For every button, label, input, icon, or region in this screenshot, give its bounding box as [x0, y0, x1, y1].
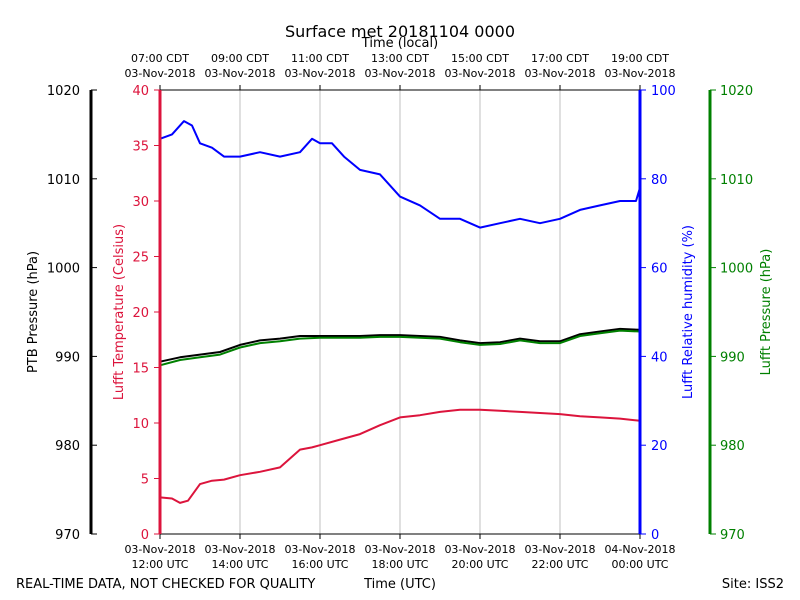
rh-tick-label: 80 [651, 173, 668, 188]
rh-tick-label: 0 [651, 528, 659, 543]
lp-tick-label: 990 [720, 350, 745, 365]
x-tick-label-top-date: 03-Nov-2018 [364, 67, 435, 80]
ptb-tick-label: 1010 [47, 173, 80, 188]
top-axis-label: Time (local) [361, 36, 438, 51]
series-lufft-pressure [159, 329, 641, 367]
gridlines [239, 90, 561, 534]
temp-tick-label: 5 [141, 473, 149, 488]
x-tick-label-top-date: 03-Nov-2018 [124, 67, 195, 80]
x-tick-label-top-time: 15:00 CDT [451, 52, 509, 65]
lp-tick-label: 970 [720, 528, 745, 543]
x-tick-label-bottom-time: 14:00 UTC [211, 558, 268, 571]
x-tick-label-bottom-date: 04-Nov-2018 [604, 543, 675, 556]
chart-title: Surface met 20181104 0000 [285, 22, 515, 41]
series-lufft-relative-humidity [159, 120, 641, 229]
rh-axis-title: Lufft Relative humidity (%) [681, 225, 696, 399]
x-tick-label-bottom-date: 03-Nov-2018 [204, 543, 275, 556]
series-lufft-temperature [159, 408, 641, 504]
temp-tick-label: 40 [132, 84, 149, 99]
x-tick-label-bottom-date: 03-Nov-2018 [524, 543, 595, 556]
x-tick-label-bottom-date: 03-Nov-2018 [444, 543, 515, 556]
x-tick-label-top-time: 09:00 CDT [211, 52, 269, 65]
lp-axis-title: Lufft Pressure (hPa) [759, 249, 774, 376]
x-tick-label-bottom-time: 18:00 UTC [371, 558, 428, 571]
x-tick-label-top-time: 13:00 CDT [371, 52, 429, 65]
lp-tick-label: 1010 [720, 173, 753, 188]
x-tick-label-bottom-date: 03-Nov-2018 [284, 543, 355, 556]
temp-tick-label: 20 [132, 306, 149, 321]
series-ptb-pressure [159, 327, 641, 363]
x-tick-label-bottom-time: 22:00 UTC [531, 558, 588, 571]
temp-tick-label: 30 [132, 195, 149, 210]
temp-tick-label: 10 [132, 417, 149, 432]
temp-tick-label: 0 [141, 528, 149, 543]
x-tick-label-top-time: 11:00 CDT [291, 52, 349, 65]
temp-tick-label: 25 [132, 251, 149, 266]
series-lines [159, 120, 641, 504]
ptb-tick-label: 980 [55, 439, 80, 454]
x-axis-label: Time (UTC) [363, 577, 436, 592]
quality-footer: REAL-TIME DATA, NOT CHECKED FOR QUALITY [16, 577, 315, 592]
ptb-tick-label: 1020 [47, 84, 80, 99]
ptb-axis-title: PTB Pressure (hPa) [26, 251, 41, 373]
x-tick-label-top-time: 19:00 CDT [611, 52, 669, 65]
site-label: Site: ISS2 [722, 577, 784, 592]
rh-tick-label: 40 [651, 350, 668, 365]
x-tick-label-top-date: 03-Nov-2018 [204, 67, 275, 80]
x-tick-label-top-date: 03-Nov-2018 [524, 67, 595, 80]
x-tick-label-top-time: 07:00 CDT [131, 52, 189, 65]
temp-tick-label: 35 [132, 140, 149, 155]
x-tick-label-top-date: 03-Nov-2018 [604, 67, 675, 80]
x-tick-label-top-date: 03-Nov-2018 [284, 67, 355, 80]
x-tick-label-bottom-time: 12:00 UTC [131, 558, 188, 571]
rh-tick-label: 60 [651, 262, 668, 277]
lp-tick-label: 980 [720, 439, 745, 454]
axes: 03-Nov-2018 12:00 UTC 03-Nov-2018 14:00 UTC… [26, 52, 774, 571]
temp-axis-title: Lufft Temperature (Celsius) [112, 224, 127, 400]
x-tick-label-bottom-time: 00:00 UTC [611, 558, 668, 571]
ptb-tick-label: 970 [55, 528, 80, 543]
x-tick-label-top-date: 03-Nov-2018 [444, 67, 515, 80]
ptb-tick-label: 990 [55, 350, 80, 365]
x-tick-label-bottom-time: 20:00 UTC [451, 558, 508, 571]
x-tick-label-top-time: 17:00 CDT [531, 52, 589, 65]
lp-tick-label: 1000 [720, 262, 753, 277]
rh-tick-label: 20 [651, 439, 668, 454]
x-tick-label-bottom-date: 03-Nov-2018 [364, 543, 435, 556]
x-tick-label-bottom-time: 16:00 UTC [291, 558, 348, 571]
lp-tick-label: 1020 [720, 84, 753, 99]
ptb-tick-label: 1000 [47, 262, 80, 277]
x-tick-label-bottom-date: 03-Nov-2018 [124, 543, 195, 556]
temp-tick-label: 15 [132, 362, 149, 377]
rh-tick-label: 100 [651, 84, 676, 99]
